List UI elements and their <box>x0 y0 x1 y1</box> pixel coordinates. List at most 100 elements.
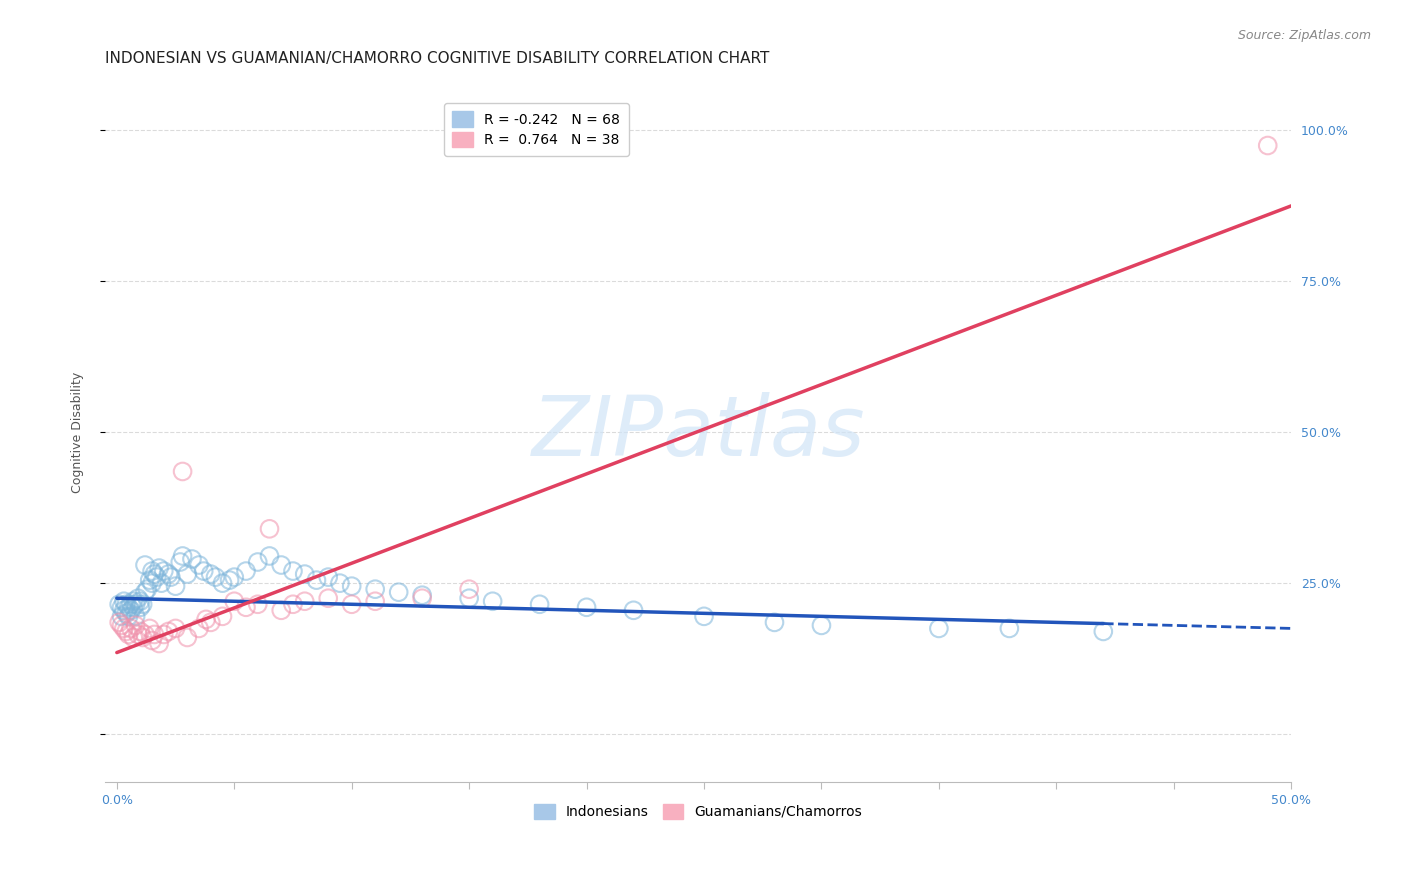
Point <box>129 624 152 639</box>
Point <box>117 609 139 624</box>
Point <box>115 624 138 639</box>
Point <box>127 627 149 641</box>
Point <box>195 612 218 626</box>
Point <box>575 600 598 615</box>
Point <box>235 564 257 578</box>
Point <box>152 564 174 578</box>
Point <box>141 633 163 648</box>
Point <box>120 597 142 611</box>
Point <box>763 615 786 630</box>
Point <box>200 615 222 630</box>
Point <box>141 576 163 591</box>
Point <box>131 597 153 611</box>
Point <box>169 555 191 569</box>
Point <box>138 573 160 587</box>
Point <box>120 622 142 636</box>
Point <box>176 567 198 582</box>
Point <box>117 627 139 641</box>
Point <box>294 594 316 608</box>
Point <box>117 600 139 615</box>
Point <box>388 585 411 599</box>
Point <box>305 573 328 587</box>
Point <box>124 618 146 632</box>
Point <box>211 609 233 624</box>
Point <box>134 558 156 572</box>
Point <box>110 618 132 632</box>
Point <box>211 576 233 591</box>
Point <box>623 603 645 617</box>
Point <box>270 558 292 572</box>
Point <box>129 594 152 608</box>
Text: INDONESIAN VS GUAMANIAN/CHAMORRO COGNITIVE DISABILITY CORRELATION CHART: INDONESIAN VS GUAMANIAN/CHAMORRO COGNITI… <box>105 51 769 66</box>
Point <box>458 582 481 597</box>
Point <box>136 582 159 597</box>
Point <box>110 609 132 624</box>
Point <box>148 561 170 575</box>
Point <box>143 567 166 582</box>
Point <box>181 552 204 566</box>
Point <box>188 558 211 572</box>
Point <box>148 636 170 650</box>
Point <box>224 570 246 584</box>
Point <box>218 573 240 587</box>
Point <box>200 567 222 582</box>
Point <box>364 582 387 597</box>
Point <box>115 607 138 621</box>
Point <box>134 627 156 641</box>
Point <box>998 622 1021 636</box>
Point <box>127 591 149 606</box>
Point <box>810 618 832 632</box>
Point <box>224 594 246 608</box>
Point <box>157 624 180 639</box>
Point <box>172 465 194 479</box>
Legend: Indonesians, Guamanians/Chamorros: Indonesians, Guamanians/Chamorros <box>529 798 868 824</box>
Point <box>176 631 198 645</box>
Text: Source: ZipAtlas.com: Source: ZipAtlas.com <box>1237 29 1371 42</box>
Point <box>131 631 153 645</box>
Point <box>294 567 316 582</box>
Point <box>138 622 160 636</box>
Point <box>204 570 226 584</box>
Point <box>411 588 433 602</box>
Point <box>193 564 215 578</box>
Y-axis label: Cognitive Disability: Cognitive Disability <box>72 372 84 493</box>
Point <box>122 594 145 608</box>
Text: ZIPatlas: ZIPatlas <box>531 392 865 473</box>
Point <box>112 594 135 608</box>
Point <box>281 597 304 611</box>
Point <box>134 585 156 599</box>
Point <box>124 597 146 611</box>
Point <box>122 631 145 645</box>
Point <box>693 609 716 624</box>
Point <box>481 594 503 608</box>
Point <box>340 579 363 593</box>
Point <box>141 564 163 578</box>
Point <box>112 622 135 636</box>
Point <box>340 597 363 611</box>
Point <box>281 564 304 578</box>
Point <box>364 594 387 608</box>
Point <box>129 600 152 615</box>
Point <box>108 597 131 611</box>
Point <box>165 579 187 593</box>
Point <box>246 555 269 569</box>
Point <box>120 603 142 617</box>
Point <box>124 609 146 624</box>
Point <box>157 567 180 582</box>
Point <box>1092 624 1115 639</box>
Point <box>110 600 132 615</box>
Point <box>270 603 292 617</box>
Point <box>115 597 138 611</box>
Point <box>259 549 281 563</box>
Point <box>246 597 269 611</box>
Point <box>122 600 145 615</box>
Point <box>928 622 950 636</box>
Point <box>529 597 551 611</box>
Point <box>316 591 339 606</box>
Point <box>165 622 187 636</box>
Point <box>112 603 135 617</box>
Point <box>235 600 257 615</box>
Point <box>188 622 211 636</box>
Point <box>152 627 174 641</box>
Point <box>329 576 352 591</box>
